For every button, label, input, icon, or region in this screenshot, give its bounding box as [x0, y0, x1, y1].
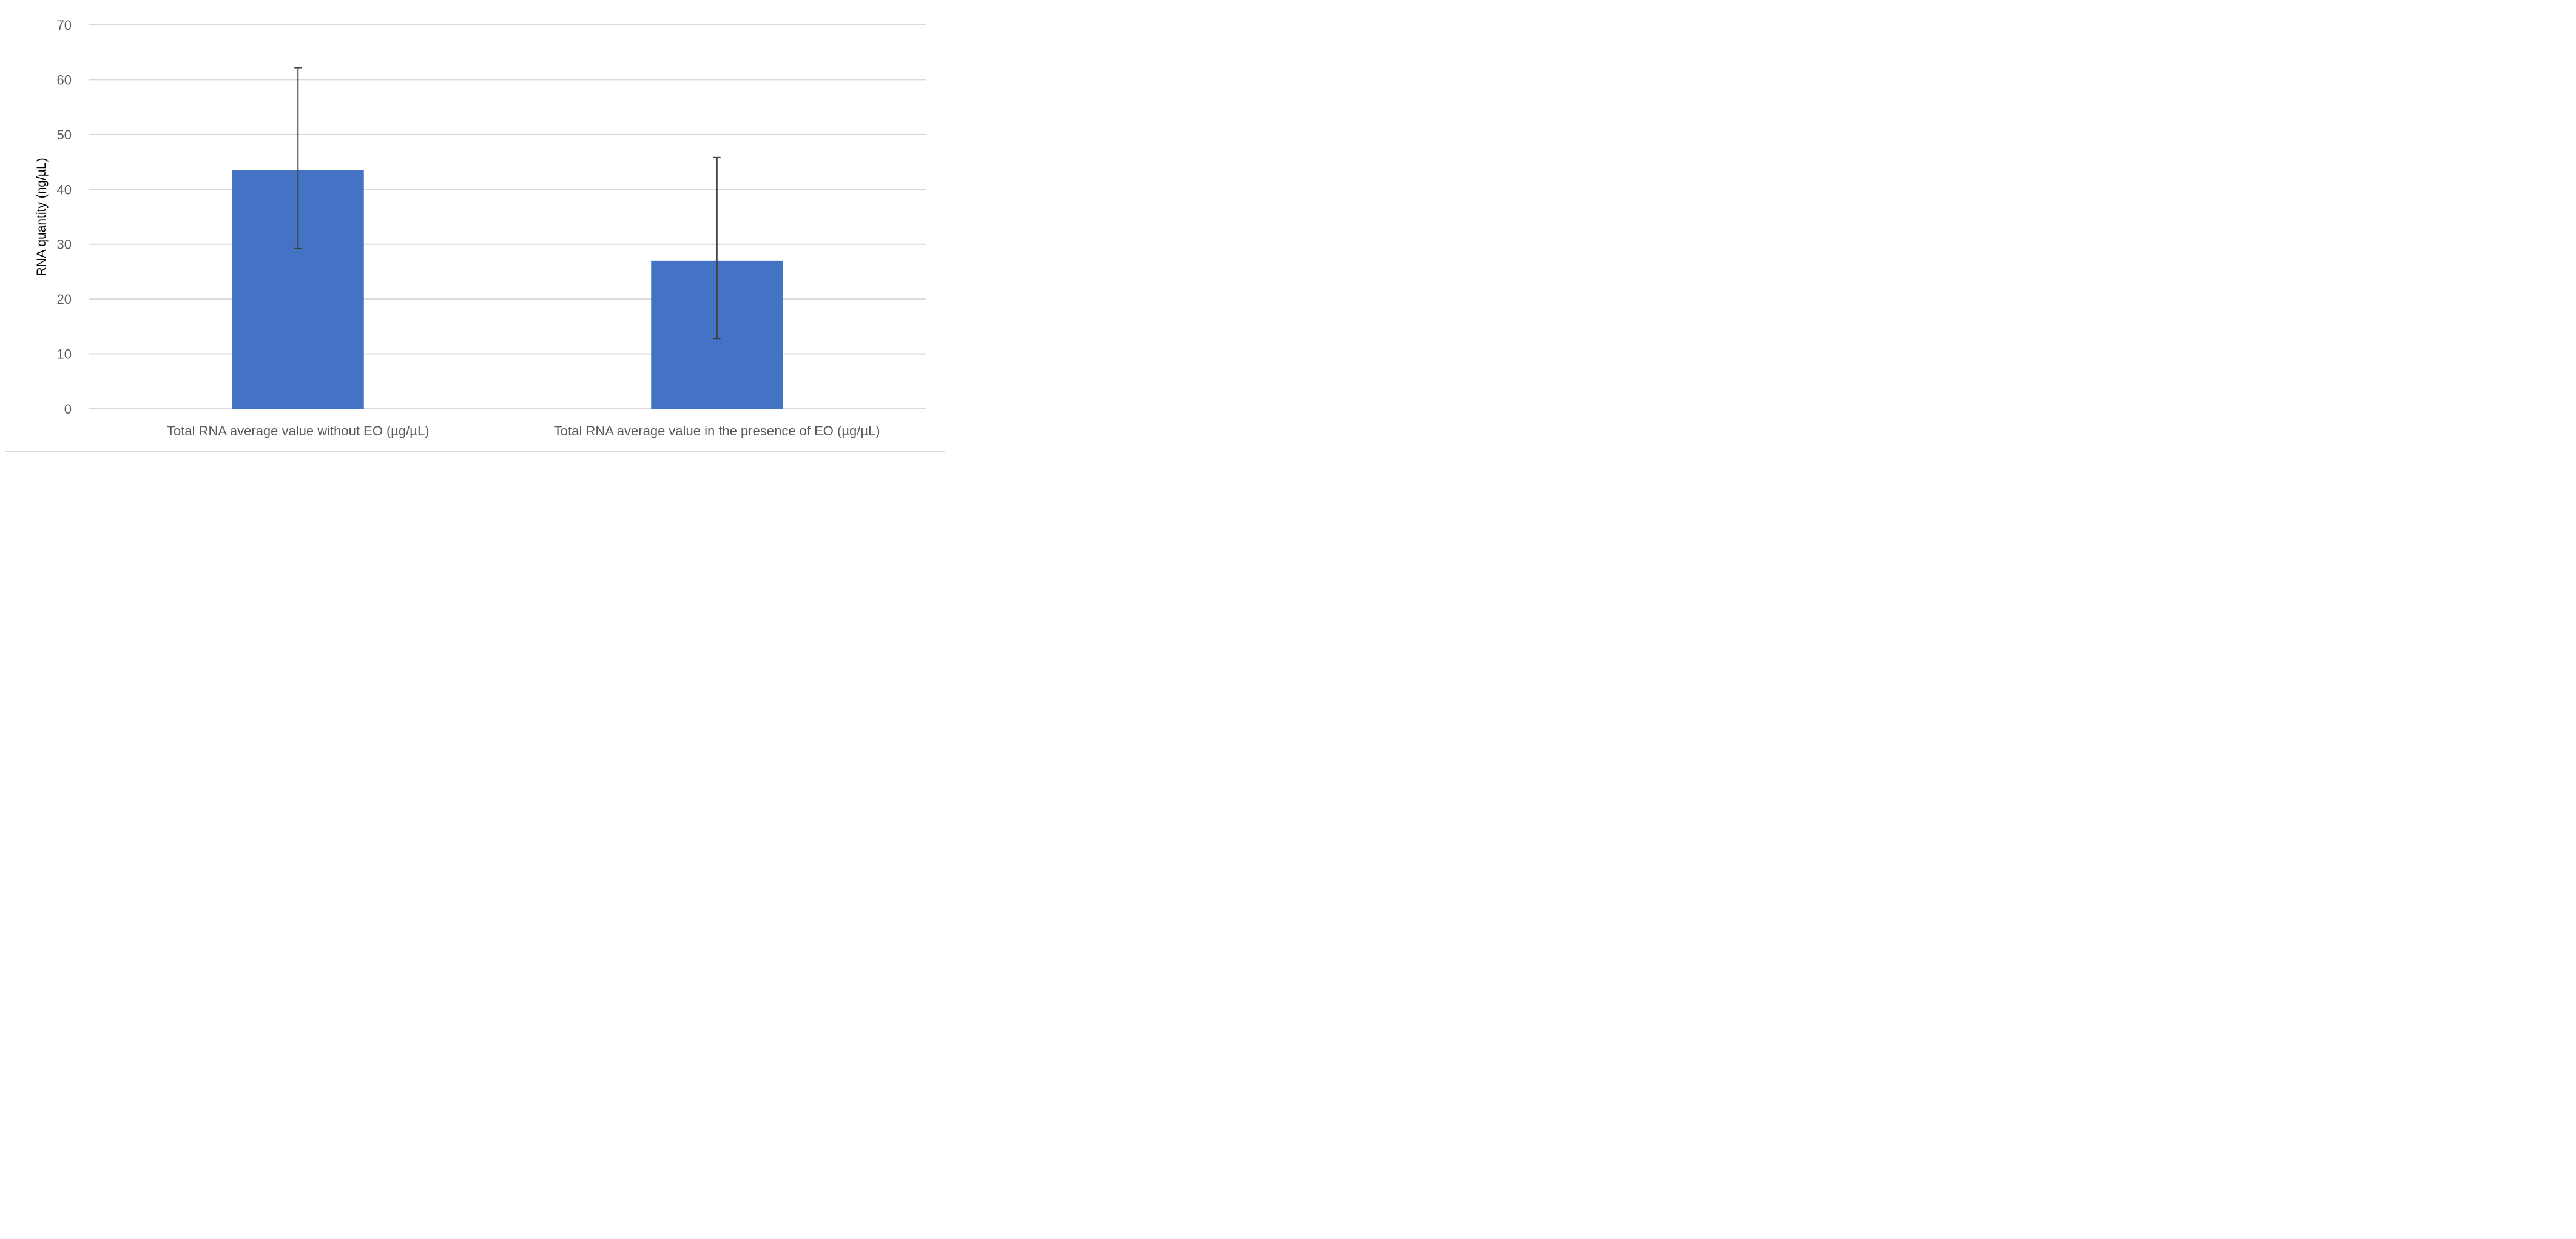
y-tick-labels: 0 10 20 30 40 50 60 70	[57, 18, 72, 417]
y-tick-label: 60	[57, 72, 72, 87]
y-tick-label: 50	[57, 127, 72, 143]
y-axis-title: RNA quantity (ng/µL)	[35, 158, 49, 276]
bars	[232, 170, 783, 409]
category-label: Total RNA average value in the presence …	[554, 423, 880, 438]
bar-chart: 0 10 20 30 40 50 60 70 Total RNA average value …	[35, 18, 926, 438]
y-tick-label: 30	[57, 237, 72, 252]
y-tick-label: 10	[57, 347, 72, 362]
y-tick-label: 20	[57, 292, 72, 307]
y-tick-label: 0	[64, 401, 72, 417]
y-tick-label: 70	[57, 18, 72, 33]
category-labels: Total RNA average value without EO (µg/µ…	[167, 423, 880, 438]
error-bars	[294, 67, 721, 340]
y-tick-label: 40	[57, 182, 72, 197]
error-bar	[294, 67, 302, 249]
error-bar	[713, 156, 721, 340]
gridlines	[89, 24, 926, 409]
category-label: Total RNA average value without EO (µg/µ…	[167, 423, 430, 438]
